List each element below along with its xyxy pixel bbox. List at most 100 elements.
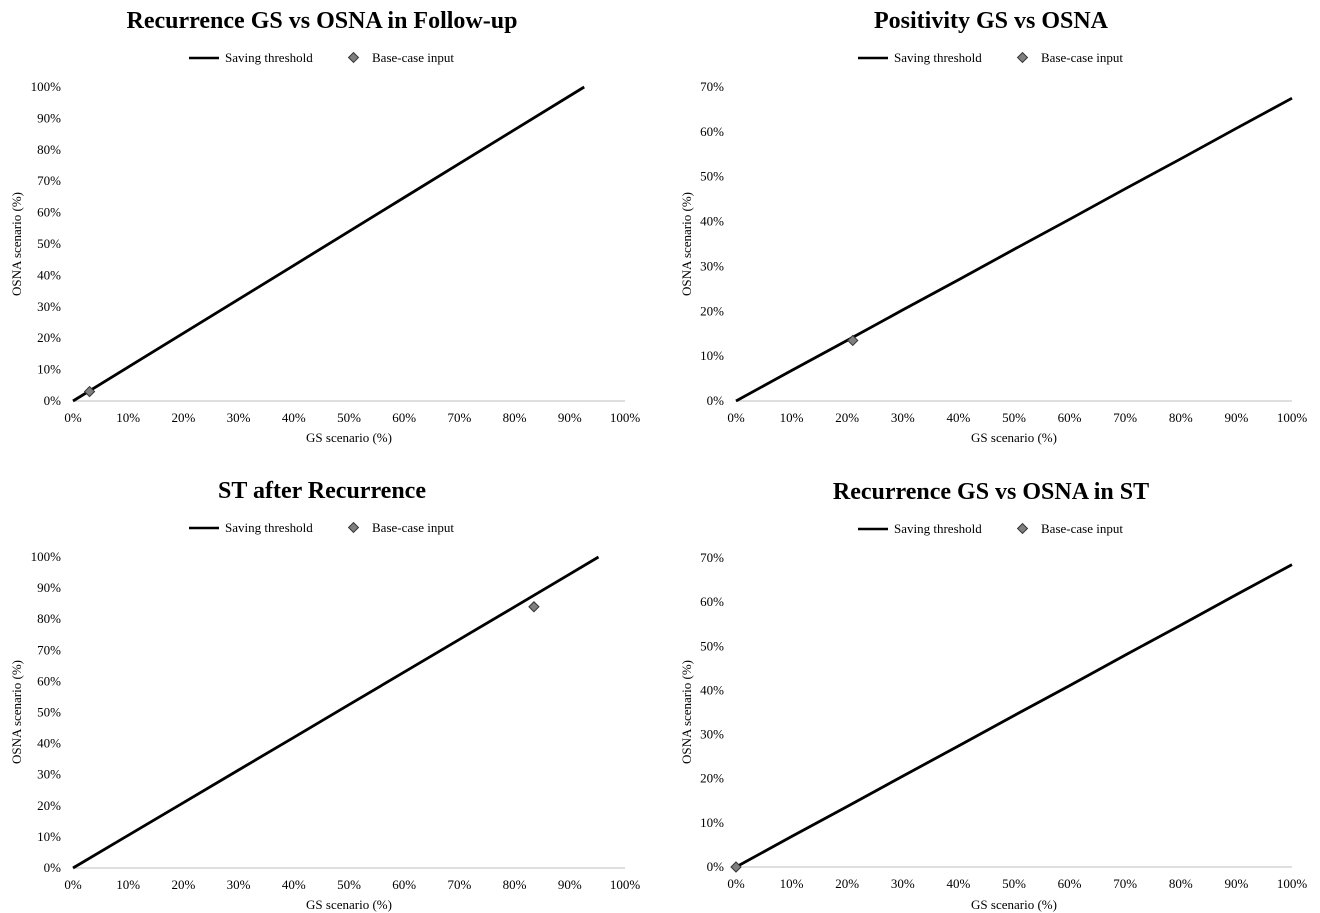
x-tick-label: 10% bbox=[116, 410, 140, 425]
x-tick-label: 80% bbox=[1169, 410, 1193, 425]
x-tick-label: 60% bbox=[392, 877, 416, 892]
y-tick-label: 30% bbox=[700, 727, 724, 742]
plot-area: 0% 10% 20% 30% 40% 50% 60% 70% 80% 90% 100% 0% 10% 20… bbox=[31, 549, 641, 892]
y-axis-label: OSNA scenario (%) bbox=[679, 192, 694, 296]
chart-title: Positivity GS vs OSNA bbox=[874, 8, 1109, 34]
y-tick-label: 30% bbox=[700, 258, 724, 273]
y-tick-label: 10% bbox=[37, 362, 61, 377]
y-tick-label: 20% bbox=[700, 303, 724, 318]
base-case-marker bbox=[83, 385, 96, 398]
chart-title: Recurrence GS vs OSNA in ST bbox=[833, 479, 1149, 505]
y-tick-label: 90% bbox=[37, 110, 61, 125]
y-tick-label: 100% bbox=[31, 79, 62, 94]
x-tick-label: 100% bbox=[1277, 410, 1308, 425]
y-tick-label: 50% bbox=[37, 705, 61, 720]
y-tick-label: 60% bbox=[700, 124, 724, 139]
y-tick-label: 70% bbox=[37, 173, 61, 188]
x-tick-label: 50% bbox=[337, 410, 361, 425]
legend: Saving threshold Base-case input bbox=[189, 520, 454, 535]
x-tick-label: 30% bbox=[891, 876, 915, 891]
y-tick-label: 40% bbox=[37, 736, 61, 751]
y-tick-label: 40% bbox=[700, 682, 724, 697]
legend: Saving threshold Base-case input bbox=[858, 521, 1123, 536]
x-tick-label: 60% bbox=[1058, 410, 1082, 425]
x-tick-label: 80% bbox=[503, 877, 527, 892]
y-tick-label: 60% bbox=[700, 594, 724, 609]
x-tick-label: 0% bbox=[64, 410, 82, 425]
x-tick-label: 40% bbox=[946, 876, 970, 891]
x-tick-label: 60% bbox=[1058, 876, 1082, 891]
y-tick-label: 20% bbox=[700, 771, 724, 786]
y-tick-label: 0% bbox=[44, 393, 62, 408]
x-tick-label: 40% bbox=[282, 410, 306, 425]
x-tick-label: 30% bbox=[227, 410, 251, 425]
y-axis-label: OSNA scenario (%) bbox=[679, 660, 694, 764]
legend: Saving threshold Base-case input bbox=[858, 50, 1123, 65]
x-tick-label: 40% bbox=[282, 877, 306, 892]
x-tick-label: 20% bbox=[835, 876, 859, 891]
y-tick-label: 70% bbox=[700, 79, 724, 94]
x-tick-label: 0% bbox=[727, 410, 745, 425]
x-tick-label: 50% bbox=[337, 877, 361, 892]
chart-recurrence-st: Recurrence GS vs OSNA in ST Saving thres… bbox=[679, 479, 1307, 912]
x-tick-label: 100% bbox=[1277, 876, 1308, 891]
x-tick-label: 50% bbox=[1002, 410, 1026, 425]
x-axis-label: GS scenario (%) bbox=[971, 430, 1057, 445]
x-tick-label: 40% bbox=[946, 410, 970, 425]
x-tick-label: 70% bbox=[447, 877, 471, 892]
y-tick-label: 50% bbox=[700, 169, 724, 184]
y-tick-label: 40% bbox=[700, 214, 724, 229]
y-axis-label: OSNA scenario (%) bbox=[9, 660, 24, 764]
y-tick-label: 100% bbox=[31, 549, 62, 564]
y-tick-label: 40% bbox=[37, 267, 61, 282]
x-axis-label: GS scenario (%) bbox=[971, 897, 1057, 912]
chart-title: ST after Recurrence bbox=[218, 478, 426, 504]
base-case-marker bbox=[847, 334, 859, 347]
plot-area: 0% 10% 20% 30% 40% 50% 60% 70% 80% 90% 100% 0% 10% 20… bbox=[31, 79, 641, 425]
base-case-marker bbox=[730, 861, 742, 873]
saving-threshold-line bbox=[735, 563, 1293, 869]
saving-threshold-line bbox=[72, 85, 585, 403]
x-tick-label: 90% bbox=[1224, 876, 1248, 891]
x-tick-label: 70% bbox=[447, 410, 471, 425]
chart-title: Recurrence GS vs OSNA in Follow-up bbox=[127, 8, 518, 34]
y-tick-label: 50% bbox=[700, 638, 724, 653]
y-tick-label: 60% bbox=[37, 205, 61, 220]
y-tick-label: 70% bbox=[37, 642, 61, 657]
x-tick-label: 30% bbox=[891, 410, 915, 425]
x-tick-label: 90% bbox=[558, 410, 582, 425]
x-tick-label: 0% bbox=[727, 876, 745, 891]
y-tick-label: 80% bbox=[37, 611, 61, 626]
y-tick-label: 50% bbox=[37, 236, 61, 251]
y-tick-label: 80% bbox=[37, 142, 61, 157]
y-tick-label: 70% bbox=[700, 550, 724, 565]
chart-recurrence-follow-up: Recurrence GS vs OSNA in Follow-up Savin… bbox=[9, 8, 640, 445]
y-tick-label: 0% bbox=[44, 860, 62, 875]
chart-positivity: Positivity GS vs OSNA Saving threshold B… bbox=[679, 8, 1307, 445]
x-tick-label: 70% bbox=[1113, 410, 1137, 425]
legend-diamond-marker bbox=[1016, 522, 1029, 535]
y-tick-label: 0% bbox=[707, 859, 725, 874]
x-tick-label: 70% bbox=[1113, 876, 1137, 891]
y-tick-label: 20% bbox=[37, 798, 61, 813]
x-tick-label: 100% bbox=[610, 410, 641, 425]
x-tick-label: 10% bbox=[116, 877, 140, 892]
legend-label-saving-threshold: Saving threshold bbox=[225, 520, 313, 535]
y-tick-label: 60% bbox=[37, 673, 61, 688]
y-tick-label: 90% bbox=[37, 580, 61, 595]
legend-diamond-marker bbox=[347, 521, 360, 534]
legend: Saving threshold Base-case input bbox=[189, 50, 454, 65]
x-tick-label: 60% bbox=[392, 410, 416, 425]
y-tick-label: 30% bbox=[37, 767, 61, 782]
x-tick-label: 20% bbox=[171, 877, 195, 892]
saving-threshold-line bbox=[735, 96, 1293, 403]
legend-label-base-case-input: Base-case input bbox=[372, 520, 454, 535]
y-tick-label: 10% bbox=[700, 348, 724, 363]
legend-diamond-marker bbox=[1016, 51, 1029, 64]
x-tick-label: 0% bbox=[64, 877, 82, 892]
x-tick-label: 30% bbox=[227, 877, 251, 892]
legend-label-base-case-input: Base-case input bbox=[1041, 50, 1123, 65]
y-tick-label: 30% bbox=[37, 299, 61, 314]
x-tick-label: 100% bbox=[610, 877, 641, 892]
